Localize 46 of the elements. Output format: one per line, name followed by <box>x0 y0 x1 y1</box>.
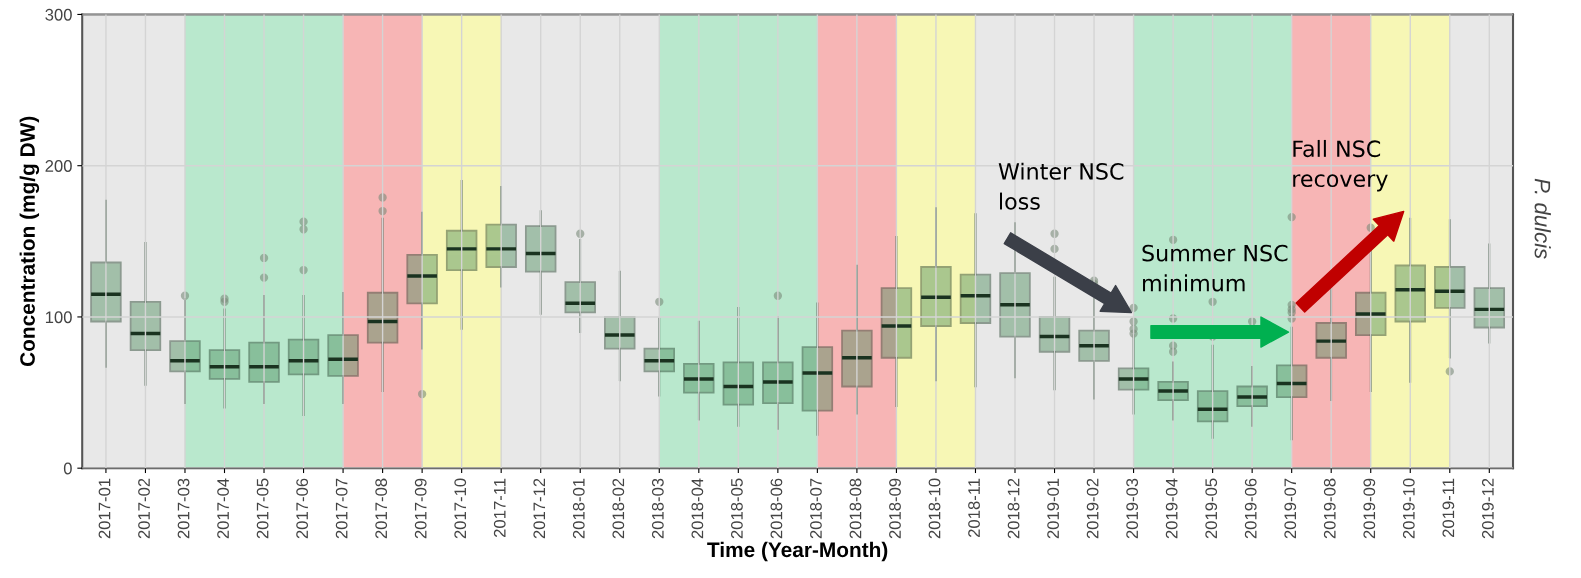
annotation: Fall NSC recovery <box>1293 139 1388 192</box>
x-tick-label: 2017-11 <box>493 478 506 537</box>
x-tick-label: 2019-03 <box>1126 478 1139 539</box>
y-tick-label: 300 <box>45 8 72 21</box>
annotation: Winter NSC loss <box>998 162 1124 210</box>
x-tick-label: 2019-01 <box>1047 478 1059 539</box>
x-tick-label: 2019-10 <box>1402 478 1415 539</box>
y2-axis-title: P. dulcis <box>1534 178 1551 259</box>
x-tick-label: 2019-02 <box>1086 478 1099 539</box>
x-tick-label: 2019-05 <box>1205 478 1218 539</box>
x-tick-label: 2017-03 <box>177 478 190 539</box>
x-axis-title: Time (Year-Month) <box>707 541 888 562</box>
x-tick-label: 2018-04 <box>691 478 704 539</box>
x-tick-label: 2017-02 <box>138 478 150 539</box>
x-tick-label: 2018-05 <box>731 478 743 539</box>
x-tick-label: 2019-09 <box>1363 478 1376 539</box>
x-tick-label: 2017-12 <box>533 478 546 539</box>
x-tick-label: 2017-05 <box>256 478 269 539</box>
y-axis-title: Concentration (mg/g DW) <box>19 116 40 367</box>
x-tick-label: 2017-07 <box>335 478 348 539</box>
x-tick-label: 2018-01 <box>572 478 585 539</box>
x-tick-label: 2018-08 <box>849 478 862 539</box>
y-tick-label: 0 <box>63 462 72 475</box>
x-tick-label: 2019-07 <box>1284 478 1297 539</box>
x-tick-label: 2018-12 <box>1007 478 1020 539</box>
y-tick-label: 100 <box>45 311 72 324</box>
x-tick-label: 2017-09 <box>414 478 427 539</box>
x-tick-label: 2017-10 <box>454 478 467 539</box>
x-tick-label: 2018-11 <box>968 478 980 537</box>
x-tick-label: 2017-01 <box>98 478 111 539</box>
x-tick-label: 2018-09 <box>889 478 901 539</box>
x-tick-label: 2018-03 <box>651 478 664 539</box>
x-tick-label: 2018-02 <box>612 478 625 539</box>
x-tick-label: 2017-04 <box>217 478 229 539</box>
x-tick-label: 2019-08 <box>1323 478 1336 539</box>
x-tick-label: 2019-12 <box>1481 478 1494 539</box>
x-tick-label: 2017-08 <box>375 478 388 539</box>
x-tick-label: 2019-06 <box>1244 478 1257 539</box>
y-tick-label: 200 <box>45 160 72 172</box>
x-tick-label: 2018-10 <box>928 478 941 539</box>
x-tick-label: 2017-06 <box>296 478 309 539</box>
x-tick-label: 2018-06 <box>770 478 783 539</box>
annotation: Summer NSC minimum <box>1142 244 1288 292</box>
x-tick-label: 2019-11 <box>1442 478 1455 537</box>
x-tick-label: 2018-07 <box>810 478 822 539</box>
x-tick-label: 2019-04 <box>1165 478 1178 539</box>
